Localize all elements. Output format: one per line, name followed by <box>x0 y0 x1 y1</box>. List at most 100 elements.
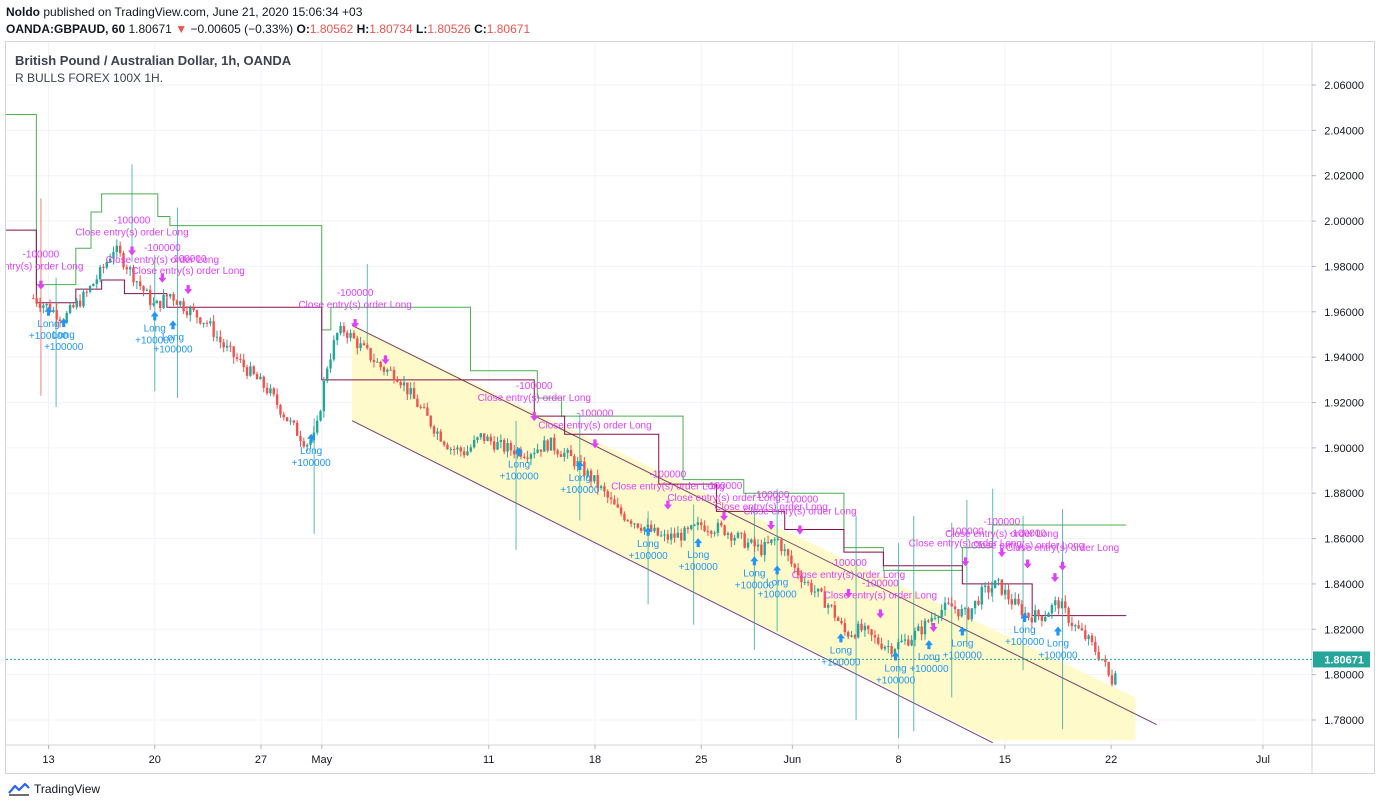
long-arrow-icon <box>891 651 900 661</box>
candle-body <box>850 635 853 637</box>
candle-body <box>840 620 843 624</box>
long-amount-label: +100000 <box>909 664 949 675</box>
candle-body <box>506 443 509 452</box>
high-label: H: <box>356 22 370 36</box>
candle-body <box>482 433 486 441</box>
long-arrow-icon <box>1053 626 1062 636</box>
last-price-label: 1.80671 <box>1324 654 1364 666</box>
close-order-label: Close entry(s) order Long <box>792 570 905 581</box>
candle-body <box>185 311 189 316</box>
candle-body <box>462 451 466 456</box>
candle-body <box>132 267 135 283</box>
close-arrow-icon <box>767 520 776 530</box>
candle-body <box>776 539 780 541</box>
candle-body <box>549 437 553 451</box>
close-arrow-icon <box>530 412 539 422</box>
candle-body <box>1034 610 1037 623</box>
y-tick-label: 1.94000 <box>1324 352 1364 364</box>
candle-body <box>396 380 399 382</box>
last-price: 1.80671 <box>128 22 172 36</box>
wick-spikes <box>40 164 1064 739</box>
candle-body <box>513 450 516 455</box>
candle-body <box>496 441 499 450</box>
candle-body <box>1000 579 1004 595</box>
candle-body <box>569 449 573 457</box>
candle-body <box>1090 635 1094 642</box>
candle-body <box>813 591 816 593</box>
candle-body <box>289 420 292 422</box>
candle-body <box>182 301 185 312</box>
candle-body <box>1013 598 1017 605</box>
trade-markers: Long+100000Long+100000Long+100000Long+10… <box>6 216 1119 687</box>
candle-body <box>452 449 456 451</box>
candle-body <box>773 539 776 541</box>
candle-body <box>566 449 569 453</box>
close-amount-label: -100000 <box>337 288 374 299</box>
close-amount-label: -100000 <box>23 250 60 261</box>
candle-body <box>456 447 459 450</box>
long-arrow-icon <box>44 306 53 316</box>
y-tick-label: 1.98000 <box>1324 261 1364 273</box>
close-order-label: Close entry(s) order Long <box>298 300 411 311</box>
long-label: Long <box>37 319 59 330</box>
candle-body <box>239 358 242 360</box>
candle-body <box>142 286 145 291</box>
candle-body <box>1094 641 1097 652</box>
candle-body <box>1114 673 1117 685</box>
candle-body <box>269 388 272 394</box>
candle-body <box>1077 625 1080 629</box>
candle-body <box>890 646 893 654</box>
y-tick-label: 1.96000 <box>1324 307 1364 319</box>
candle-body <box>883 646 887 649</box>
candle-body <box>138 281 142 287</box>
close-order-label: Close entry(s) order Long <box>743 507 856 518</box>
y-tick-label: 1.84000 <box>1324 579 1364 591</box>
candle-body <box>312 432 316 441</box>
candle-body <box>826 604 830 608</box>
open-label: O: <box>296 22 310 36</box>
candle-body <box>469 447 473 452</box>
candle-body <box>262 376 265 388</box>
candle-body <box>860 623 863 631</box>
candle-body <box>382 367 386 372</box>
candle-body <box>556 450 559 455</box>
close-arrow-icon <box>36 280 45 290</box>
close-order-label: Close entry(s) order Long <box>611 482 724 493</box>
candle-body <box>122 253 125 268</box>
close-arrow-icon <box>1023 559 1032 569</box>
candle-body <box>783 549 786 552</box>
long-amount-label: +100000 <box>1038 651 1078 662</box>
candle-body <box>155 300 159 304</box>
candle-body <box>436 431 439 434</box>
candle-body <box>720 522 723 526</box>
x-tick-label: 25 <box>695 754 707 766</box>
tradingview-footer[interactable]: TradingView <box>8 782 100 796</box>
candle-body <box>1074 625 1077 627</box>
x-tick-label: 18 <box>589 754 601 766</box>
candle-body <box>793 564 796 568</box>
candle-body <box>439 431 442 442</box>
y-tick-label: 2.06000 <box>1324 80 1364 92</box>
candle-body <box>369 348 372 361</box>
candle-body <box>676 532 680 538</box>
candle-body <box>836 617 840 621</box>
x-tick-label: 15 <box>999 754 1011 766</box>
candles <box>32 239 1117 687</box>
candle-body <box>713 532 716 534</box>
candle-body <box>573 456 576 467</box>
candle-body <box>72 304 75 308</box>
candle-body <box>509 443 513 451</box>
grid <box>6 42 1312 745</box>
candle-body <box>533 452 536 455</box>
long-amount-label: +100000 <box>735 580 775 591</box>
candle-body <box>973 600 977 609</box>
candle-body <box>342 326 346 333</box>
candle-body <box>1087 635 1090 640</box>
indicator-legend[interactable]: R BULLS FOREX 100X 1H. <box>15 71 164 85</box>
candle-body <box>275 394 279 405</box>
candle-body <box>913 630 917 640</box>
tradingview-brand: TradingView <box>34 782 101 796</box>
candle-body <box>92 283 95 287</box>
candle-body <box>616 504 619 508</box>
